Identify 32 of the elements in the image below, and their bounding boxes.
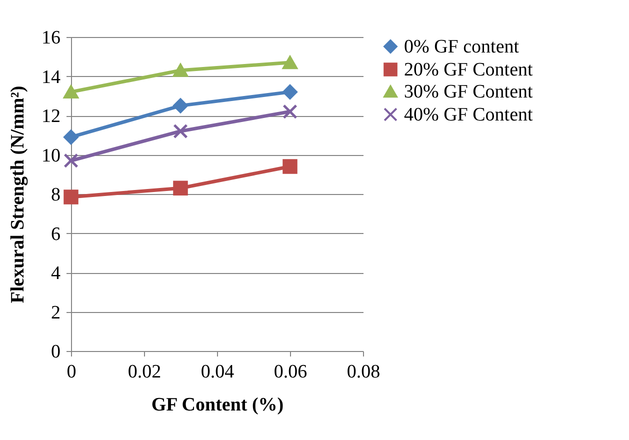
point — [282, 159, 298, 174]
point — [64, 130, 78, 144]
point — [173, 64, 188, 77]
point — [173, 124, 188, 139]
legend-label: 0% GF content — [404, 36, 520, 58]
x-tick-label: 0 — [66, 362, 76, 382]
point — [64, 190, 78, 204]
y-tick-label: 8 — [51, 184, 60, 206]
y-tick-label: 12 — [42, 106, 60, 127]
point — [64, 85, 78, 99]
y-tick-label: 4 — [51, 263, 61, 284]
point — [173, 180, 188, 196]
legend-label: 40% GF Content — [404, 104, 534, 126]
point — [64, 153, 78, 168]
point — [282, 56, 298, 70]
legend-label: 20% GF Content — [404, 60, 534, 80]
y-tick-label: 6 — [51, 224, 60, 245]
x-axis-title: GF Content (%) — [151, 394, 284, 416]
y-tick-label: 10 — [42, 145, 60, 166]
point — [282, 84, 298, 100]
y-tick-label: 0 — [51, 342, 60, 362]
point — [173, 98, 188, 114]
x-tick-label: 0.02 — [128, 362, 162, 382]
y-tick-label: 2 — [51, 302, 60, 324]
x-tick-label: 0.08 — [346, 362, 380, 382]
x-tick-label: 0.04 — [200, 362, 235, 382]
y-tick-label: 16 — [42, 28, 60, 48]
x-tick-label: 0.06 — [274, 362, 308, 382]
y-tick-label: 14 — [42, 66, 61, 88]
legend-label: 30% GF Content — [404, 82, 534, 102]
point — [282, 104, 298, 119]
y-axis-title: Flexural Strength (N/mm²) — [8, 86, 28, 304]
